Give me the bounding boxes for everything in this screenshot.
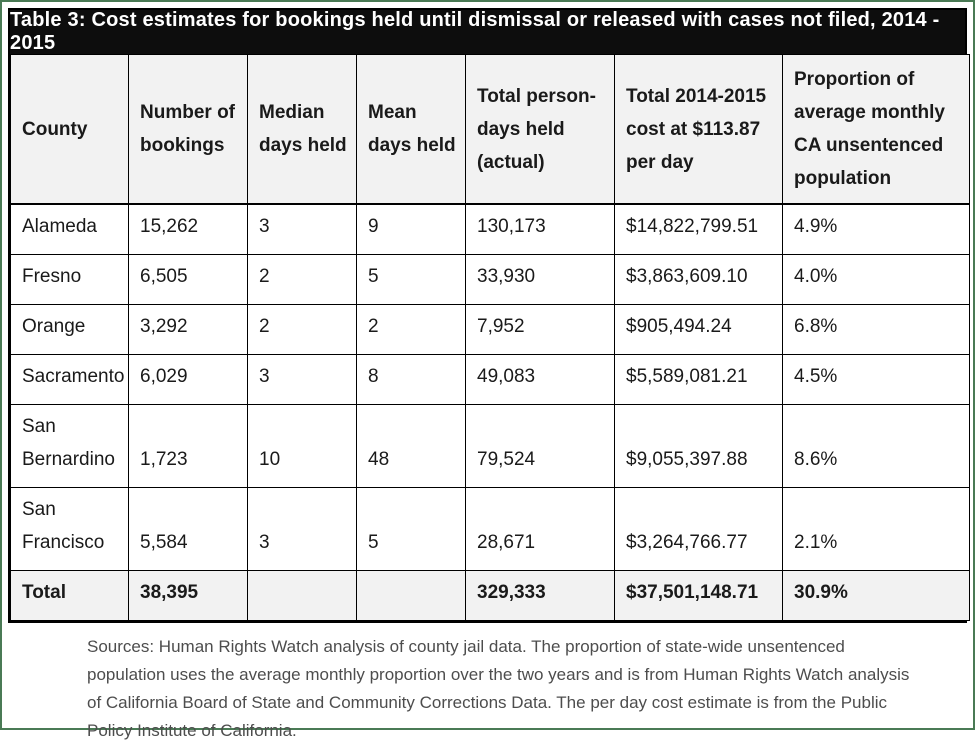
cost-estimates-table: County Number of bookings Median days he… xyxy=(10,54,970,621)
cell-total-cost: $9,055,397.88 xyxy=(614,404,783,488)
cell-total-cost: $37,501,148.71 xyxy=(614,570,783,621)
cell-mean-days: 48 xyxy=(356,404,466,488)
table-title: Table 3: Cost estimates for bookings hel… xyxy=(10,9,940,54)
cell-total-cost: $14,822,799.51 xyxy=(614,203,783,255)
column-header-person-days: Total person-days held (actual) xyxy=(465,54,615,205)
cell-person-days: 49,083 xyxy=(465,354,615,405)
cell-county: San Francisco xyxy=(10,487,129,571)
cell-mean-days: 5 xyxy=(356,254,466,305)
column-header-county: County xyxy=(10,54,129,205)
cell-county: Alameda xyxy=(10,203,129,255)
header-row: County Number of bookings Median days he… xyxy=(10,54,970,205)
cell-proportion: 6.8% xyxy=(782,304,970,355)
cell-person-days: 130,173 xyxy=(465,203,615,255)
cell-total-cost: $3,863,609.10 xyxy=(614,254,783,305)
cell-median-days: 3 xyxy=(247,354,357,405)
cell-proportion: 8.6% xyxy=(782,404,970,488)
column-header-mean-days: Mean days held xyxy=(356,54,466,205)
cell-median-days: 3 xyxy=(247,203,357,255)
cell-median-days: 10 xyxy=(247,404,357,488)
cell-median-days: 2 xyxy=(247,254,357,305)
column-header-proportion: Proportion of average monthly CA unsente… xyxy=(782,54,970,205)
table-row-total: Total 38,395 329,333 $37,501,148.71 30.9… xyxy=(10,570,970,621)
cell-bookings: 3,292 xyxy=(128,304,248,355)
cell-total-cost: $905,494.24 xyxy=(614,304,783,355)
table-row-alameda: Alameda 15,262 3 9 130,173 $14,822,799.5… xyxy=(10,203,970,255)
cell-county: Fresno xyxy=(10,254,129,305)
cell-median-days: 2 xyxy=(247,304,357,355)
cell-proportion: 4.9% xyxy=(782,203,970,255)
cell-county: Orange xyxy=(10,304,129,355)
cell-bookings: 15,262 xyxy=(128,203,248,255)
cell-county: Total xyxy=(10,570,129,621)
column-header-bookings: Number of bookings xyxy=(128,54,248,205)
cell-bookings: 6,029 xyxy=(128,354,248,405)
cell-median-days xyxy=(247,570,357,621)
cell-total-cost: $3,264,766.77 xyxy=(614,487,783,571)
column-header-total-cost: Total 2014-2015 cost at $113.87 per day xyxy=(614,54,783,205)
cell-person-days: 28,671 xyxy=(465,487,615,571)
cell-proportion: 2.1% xyxy=(782,487,970,571)
cell-bookings: 1,723 xyxy=(128,404,248,488)
cell-county: Sacramento xyxy=(10,354,129,405)
cell-county: San Bernardino xyxy=(10,404,129,488)
cell-person-days: 33,930 xyxy=(465,254,615,305)
table-row-san-francisco: San Francisco 5,584 3 5 28,671 $3,264,76… xyxy=(10,487,970,571)
cell-mean-days: 5 xyxy=(356,487,466,571)
table-row-san-bernardino: San Bernardino 1,723 10 48 79,524 $9,055… xyxy=(10,404,970,488)
table-row-sacramento: Sacramento 6,029 3 8 49,083 $5,589,081.2… xyxy=(10,354,970,405)
cell-bookings: 6,505 xyxy=(128,254,248,305)
cell-mean-days: 9 xyxy=(356,203,466,255)
cell-mean-days xyxy=(356,570,466,621)
sources-note: Sources: Human Rights Watch analysis of … xyxy=(87,637,910,740)
cell-proportion: 30.9% xyxy=(782,570,970,621)
cell-bookings: 38,395 xyxy=(128,570,248,621)
cell-proportion: 4.5% xyxy=(782,354,970,405)
cell-person-days: 7,952 xyxy=(465,304,615,355)
cell-median-days: 3 xyxy=(247,487,357,571)
cell-total-cost: $5,589,081.21 xyxy=(614,354,783,405)
cell-proportion: 4.0% xyxy=(782,254,970,305)
table-row-orange: Orange 3,292 2 2 7,952 $905,494.24 6.8% xyxy=(10,304,970,355)
cell-person-days: 79,524 xyxy=(465,404,615,488)
column-header-median-days: Median days held xyxy=(247,54,357,205)
cell-mean-days: 2 xyxy=(356,304,466,355)
cell-bookings: 5,584 xyxy=(128,487,248,571)
cell-person-days: 329,333 xyxy=(465,570,615,621)
table-title-bar: Table 3: Cost estimates for bookings hel… xyxy=(10,9,965,54)
table-row-fresno: Fresno 6,505 2 5 33,930 $3,863,609.10 4.… xyxy=(10,254,970,305)
cost-table-figure: Table 3: Cost estimates for bookings hel… xyxy=(8,8,970,623)
cell-mean-days: 8 xyxy=(356,354,466,405)
